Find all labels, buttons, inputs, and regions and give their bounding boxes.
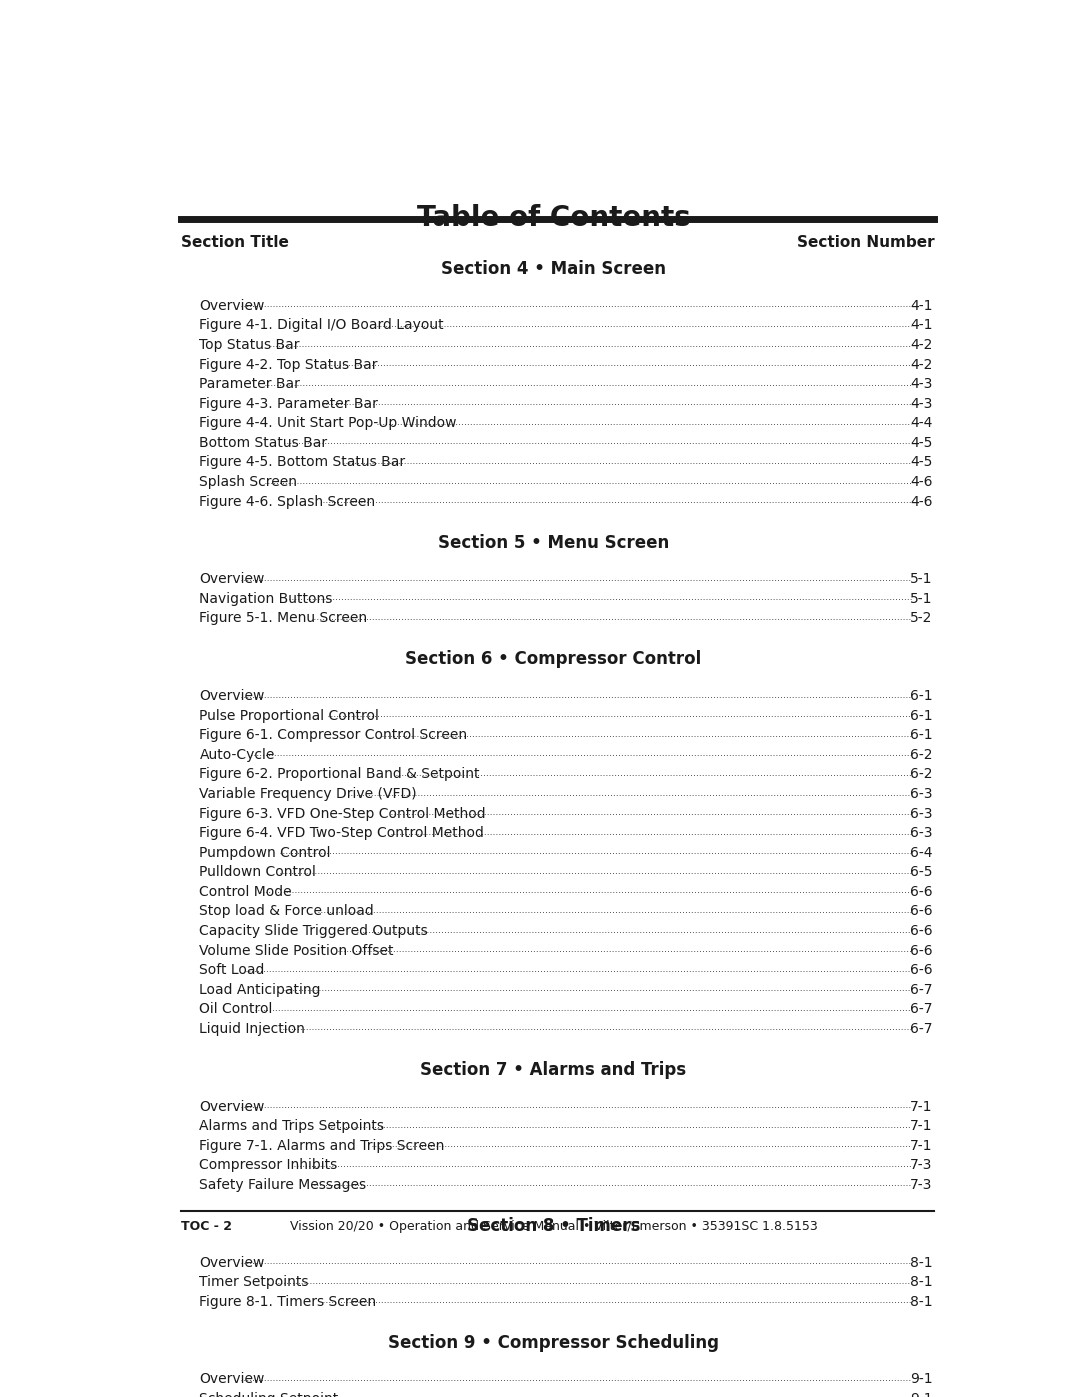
Text: Table of Contents: Table of Contents xyxy=(417,204,690,232)
Text: 5-1: 5-1 xyxy=(910,592,933,606)
Text: Overview: Overview xyxy=(200,573,265,587)
Text: Section 9 • Compressor Scheduling: Section 9 • Compressor Scheduling xyxy=(388,1334,719,1352)
Text: Soft Load: Soft Load xyxy=(200,963,265,978)
Text: 6-6: 6-6 xyxy=(910,884,933,898)
Text: Compressor Inhibits: Compressor Inhibits xyxy=(200,1158,338,1172)
Text: Figure 7-1. Alarms and Trips Screen: Figure 7-1. Alarms and Trips Screen xyxy=(200,1139,445,1153)
Text: Bottom Status Bar: Bottom Status Bar xyxy=(200,436,327,450)
Text: 6-7: 6-7 xyxy=(910,983,933,997)
Text: 4-5: 4-5 xyxy=(910,436,933,450)
Text: Section 8 • Timers: Section 8 • Timers xyxy=(467,1217,640,1235)
Text: Overview: Overview xyxy=(200,689,265,703)
Text: Overview: Overview xyxy=(200,299,265,313)
Text: 7-3: 7-3 xyxy=(910,1178,933,1192)
Text: Liquid Injection: Liquid Injection xyxy=(200,1023,306,1037)
Text: 6-6: 6-6 xyxy=(910,963,933,978)
Text: 4-2: 4-2 xyxy=(910,338,933,352)
Text: 4-1: 4-1 xyxy=(910,319,933,332)
Text: Top Status Bar: Top Status Bar xyxy=(200,338,300,352)
Text: 4-4: 4-4 xyxy=(910,416,933,430)
Text: 9-1: 9-1 xyxy=(910,1372,933,1386)
Text: 6-7: 6-7 xyxy=(910,1003,933,1017)
Text: Safety Failure Messages: Safety Failure Messages xyxy=(200,1178,366,1192)
Text: 6-3: 6-3 xyxy=(910,787,933,800)
Text: Scheduling Setpoint: Scheduling Setpoint xyxy=(200,1391,339,1397)
Text: Section 6 • Compressor Control: Section 6 • Compressor Control xyxy=(405,651,702,668)
Text: Oil Control: Oil Control xyxy=(200,1003,273,1017)
Text: 7-1: 7-1 xyxy=(910,1139,933,1153)
Text: 4-6: 4-6 xyxy=(910,475,933,489)
Text: Section 4 • Main Screen: Section 4 • Main Screen xyxy=(441,260,666,278)
Text: 8-1: 8-1 xyxy=(910,1295,933,1309)
Text: 8-1: 8-1 xyxy=(910,1256,933,1270)
Text: TOC - 2: TOC - 2 xyxy=(181,1220,232,1232)
Text: Figure 6-3. VFD One-Step Control Method: Figure 6-3. VFD One-Step Control Method xyxy=(200,806,486,820)
Text: Figure 5-1. Menu Screen: Figure 5-1. Menu Screen xyxy=(200,612,367,626)
Text: 6-1: 6-1 xyxy=(910,708,933,722)
Text: 6-7: 6-7 xyxy=(910,1023,933,1037)
Text: Section Title: Section Title xyxy=(181,236,289,250)
Text: Figure 4-5. Bottom Status Bar: Figure 4-5. Bottom Status Bar xyxy=(200,455,406,469)
Text: 6-1: 6-1 xyxy=(910,728,933,742)
Text: 6-3: 6-3 xyxy=(910,826,933,840)
Text: 5-2: 5-2 xyxy=(910,612,933,626)
Text: 7-1: 7-1 xyxy=(910,1119,933,1133)
Text: Navigation Buttons: Navigation Buttons xyxy=(200,592,333,606)
Text: 6-2: 6-2 xyxy=(910,767,933,781)
Text: 6-4: 6-4 xyxy=(910,845,933,859)
Text: Volume Slide Position Offset: Volume Slide Position Offset xyxy=(200,943,394,957)
Text: Figure 4-1. Digital I/O Board Layout: Figure 4-1. Digital I/O Board Layout xyxy=(200,319,444,332)
Text: 4-2: 4-2 xyxy=(910,358,933,372)
Text: Capacity Slide Triggered Outputs: Capacity Slide Triggered Outputs xyxy=(200,923,428,937)
Text: 4-5: 4-5 xyxy=(910,455,933,469)
Text: 6-1: 6-1 xyxy=(910,689,933,703)
Text: 6-6: 6-6 xyxy=(910,923,933,937)
Text: 4-3: 4-3 xyxy=(910,397,933,411)
Text: Control Mode: Control Mode xyxy=(200,884,292,898)
Text: 4-1: 4-1 xyxy=(910,299,933,313)
Text: Overview: Overview xyxy=(200,1372,265,1386)
Text: Section 5 • Menu Screen: Section 5 • Menu Screen xyxy=(437,534,670,552)
Text: Alarms and Trips Setpoints: Alarms and Trips Setpoints xyxy=(200,1119,384,1133)
Text: Stop load & Force unload: Stop load & Force unload xyxy=(200,904,374,918)
Text: Section 7 • Alarms and Trips: Section 7 • Alarms and Trips xyxy=(420,1060,687,1078)
Text: Figure 6-2. Proportional Band & Setpoint: Figure 6-2. Proportional Band & Setpoint xyxy=(200,767,480,781)
Text: Pulldown Control: Pulldown Control xyxy=(200,865,316,879)
Text: Figure 4-2. Top Status Bar: Figure 4-2. Top Status Bar xyxy=(200,358,378,372)
Text: 5-1: 5-1 xyxy=(910,573,933,587)
Text: Figure 6-4. VFD Two-Step Control Method: Figure 6-4. VFD Two-Step Control Method xyxy=(200,826,484,840)
Text: 6-5: 6-5 xyxy=(910,865,933,879)
Text: Variable Frequency Drive (VFD): Variable Frequency Drive (VFD) xyxy=(200,787,417,800)
Text: Figure 6-1. Compressor Control Screen: Figure 6-1. Compressor Control Screen xyxy=(200,728,468,742)
Text: Pulse Proportional Control: Pulse Proportional Control xyxy=(200,708,379,722)
Text: Splash Screen: Splash Screen xyxy=(200,475,297,489)
Text: 6-2: 6-2 xyxy=(910,747,933,761)
Text: 8-1: 8-1 xyxy=(910,1275,933,1289)
Text: Vission 20/20 • Operation and Service Manual • Vilter/Emerson • 35391SC 1.8.5153: Vission 20/20 • Operation and Service Ma… xyxy=(289,1220,818,1232)
Text: Pumpdown Control: Pumpdown Control xyxy=(200,845,330,859)
Text: Section Number: Section Number xyxy=(797,236,934,250)
Text: Overview: Overview xyxy=(200,1256,265,1270)
Text: Auto-Cycle: Auto-Cycle xyxy=(200,747,274,761)
Text: Figure 4-3. Parameter Bar: Figure 4-3. Parameter Bar xyxy=(200,397,378,411)
Text: Overview: Overview xyxy=(200,1099,265,1113)
Text: Load Anticipating: Load Anticipating xyxy=(200,983,321,997)
Text: Figure 4-6. Splash Screen: Figure 4-6. Splash Screen xyxy=(200,495,376,509)
Text: 6-6: 6-6 xyxy=(910,943,933,957)
Text: Timer Setpoints: Timer Setpoints xyxy=(200,1275,309,1289)
Text: 9-1: 9-1 xyxy=(910,1391,933,1397)
Text: 6-6: 6-6 xyxy=(910,904,933,918)
Text: 7-1: 7-1 xyxy=(910,1099,933,1113)
Text: 4-6: 4-6 xyxy=(910,495,933,509)
Text: Figure 8-1. Timers Screen: Figure 8-1. Timers Screen xyxy=(200,1295,377,1309)
Text: 7-3: 7-3 xyxy=(910,1158,933,1172)
Text: 4-3: 4-3 xyxy=(910,377,933,391)
Text: Parameter Bar: Parameter Bar xyxy=(200,377,300,391)
Text: Figure 4-4. Unit Start Pop-Up Window: Figure 4-4. Unit Start Pop-Up Window xyxy=(200,416,457,430)
Text: 6-3: 6-3 xyxy=(910,806,933,820)
